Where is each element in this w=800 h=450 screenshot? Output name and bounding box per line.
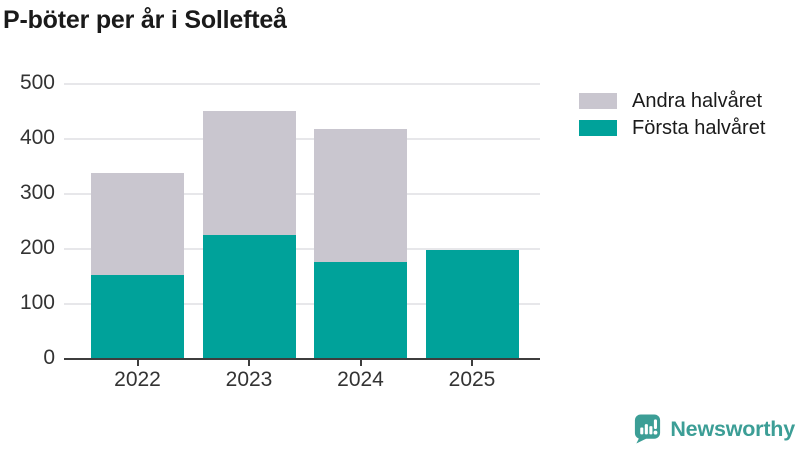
y-tick-label-400: 400 bbox=[19, 126, 55, 149]
legend-item-forsta-halvaret: Första halvåret bbox=[579, 117, 766, 139]
gridline-300 bbox=[64, 193, 540, 195]
page-title: P-böter per år i Sollefteå bbox=[3, 6, 287, 34]
y-tick-label-300: 300 bbox=[19, 181, 55, 204]
bar-2024-series-1 bbox=[314, 129, 407, 263]
x-tick-2025 bbox=[471, 360, 473, 366]
legend-label-andra-halvaret: Andra halvåret bbox=[632, 90, 763, 112]
bar-2023-series-0 bbox=[202, 234, 296, 359]
logo-text: Newsworthy bbox=[670, 416, 795, 441]
bar-2022-series-0 bbox=[91, 274, 184, 359]
y-tick-label-500: 500 bbox=[19, 71, 55, 94]
x-axis-labels: 2022 2023 2024 2025 bbox=[64, 359, 540, 399]
gridline-400 bbox=[64, 138, 540, 140]
plot-area bbox=[64, 83, 540, 360]
gridline-500 bbox=[64, 83, 540, 85]
legend-swatch-forsta-halvaret bbox=[579, 120, 617, 136]
x-tick-label-2022: 2022 bbox=[114, 368, 161, 391]
gridline-100 bbox=[64, 303, 540, 305]
x-tick-label-2025: 2025 bbox=[448, 368, 496, 391]
bar-2024-series-0 bbox=[314, 262, 407, 359]
y-tick-label-0: 0 bbox=[43, 346, 55, 369]
x-tick-2023 bbox=[248, 360, 250, 366]
legend: Andra halvåret Första halvåret bbox=[579, 90, 766, 147]
y-axis-labels: 0 100 200 300 400 500 bbox=[0, 72, 55, 368]
bar-2025-series-0 bbox=[425, 249, 519, 359]
legend-label-forsta-halvaret: Första halvåret bbox=[632, 117, 766, 139]
x-tick-2024 bbox=[359, 360, 362, 366]
x-axis-line bbox=[64, 357, 540, 360]
gridline-200 bbox=[64, 248, 540, 250]
y-tick-label-200: 200 bbox=[19, 236, 55, 259]
x-tick-label-2023: 2023 bbox=[225, 368, 273, 391]
legend-item-andra-halvaret: Andra halvåret bbox=[579, 90, 765, 112]
bar-2022-series-1 bbox=[91, 173, 184, 275]
y-tick-label-100: 100 bbox=[19, 291, 55, 314]
x-tick-2022 bbox=[136, 360, 139, 366]
newsworthy-branding: Newsworthy bbox=[632, 413, 795, 445]
bar-2023-series-1 bbox=[202, 110, 296, 235]
x-tick-label-2024: 2024 bbox=[337, 368, 384, 391]
bar-chart-speech-bubble-icon bbox=[635, 414, 661, 444]
legend-swatch-andra-halvaret bbox=[579, 93, 617, 109]
